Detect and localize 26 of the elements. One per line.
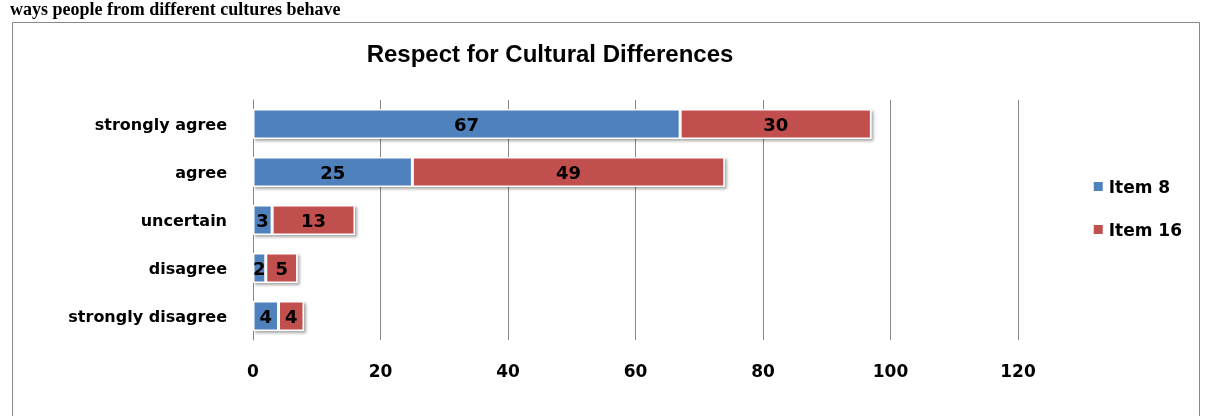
x-tick-label: 120 <box>1000 360 1036 381</box>
data-label: 3 <box>256 209 269 231</box>
legend-label: Item 8 <box>1108 176 1171 197</box>
data-label: 67 <box>454 113 480 135</box>
x-tick-label: 100 <box>872 360 909 381</box>
data-label: 30 <box>763 113 789 135</box>
x-tick-label: 40 <box>496 360 520 381</box>
x-tick-label: 20 <box>368 360 393 381</box>
data-label: 4 <box>259 305 273 327</box>
x-tick-label: 80 <box>751 360 775 381</box>
text: ways people from different cultures behave <box>10 0 341 19</box>
chart-title: Respect for Cultural Differences <box>366 39 734 67</box>
y-tick-label: uncertain <box>140 210 227 230</box>
y-tick-label: strongly disagree <box>68 306 228 326</box>
legend-label: Item 16 <box>1108 219 1183 240</box>
data-label: 13 <box>301 209 327 231</box>
y-tick-label: disagree <box>148 258 228 278</box>
y-tick-label: strongly agree <box>94 114 228 134</box>
data-label: 5 <box>275 257 288 279</box>
data-label: 4 <box>284 305 298 327</box>
data-label: 2 <box>253 257 266 279</box>
y-tick-label: agree <box>175 162 228 182</box>
x-tick-label: 0 <box>247 360 260 381</box>
x-tick-label: 60 <box>623 360 648 381</box>
data-label: 49 <box>556 161 582 183</box>
data-label: 25 <box>320 161 346 183</box>
